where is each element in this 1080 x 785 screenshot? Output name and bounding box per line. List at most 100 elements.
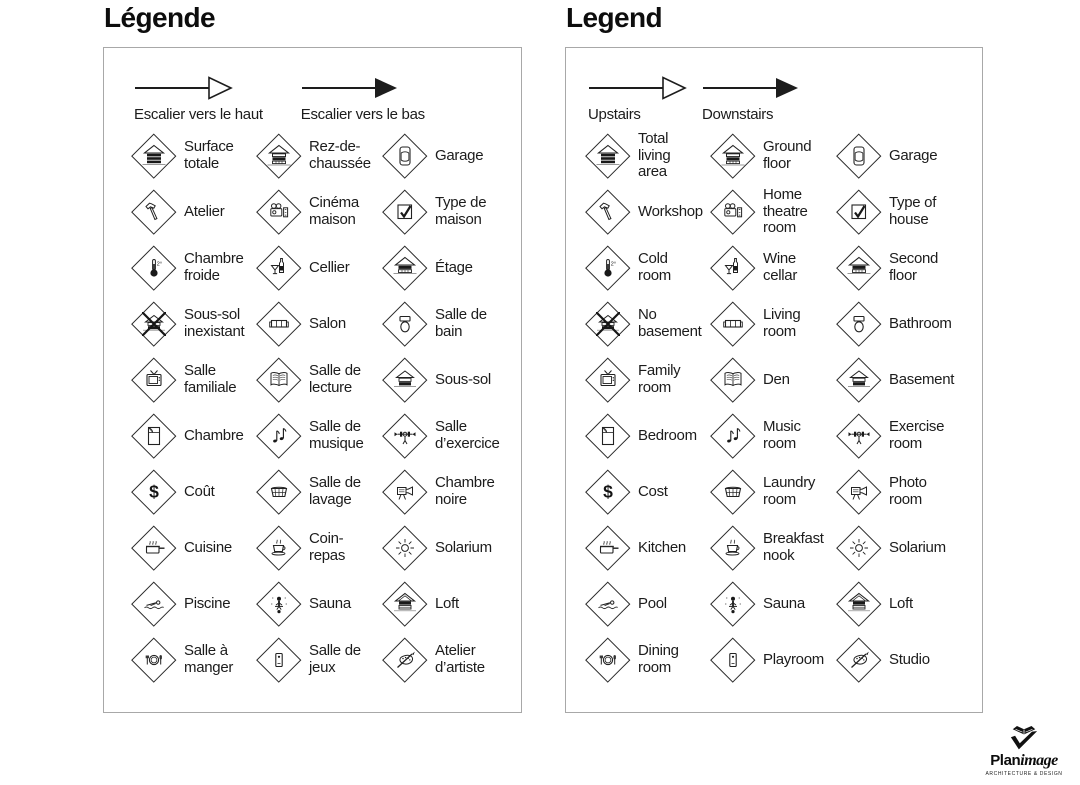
legend-item: Salle de lavage [256,469,382,515]
legend-item: Ground floor [710,133,836,179]
symbol-diamond [256,469,302,515]
legend-item: Home theatre room [710,185,836,237]
symbol-diamond [256,301,302,347]
legend-item-label: Atelier [184,202,225,220]
legend-item-label: Salon [309,314,346,332]
legend-item: Breakfast nook [710,525,836,571]
legend-item: Playroom [710,637,836,683]
legend-item: Sous-sol [382,357,517,403]
basement-icon [847,368,871,392]
legend-item-label: Second floor [889,250,939,284]
symbol-diamond [836,525,882,571]
palette-icon [847,648,871,672]
legend-item: Chambre noire [382,469,517,515]
checkbox-icon [847,200,871,224]
garage-icon [847,144,871,168]
legend-item: Bedroom [585,413,710,459]
legend-item-label: Home theatre room [763,185,808,237]
symbol-diamond [836,189,882,235]
symbol-diamond [256,413,302,459]
tv-icon [596,368,620,392]
symbol-diamond [710,581,756,627]
legend-item: Surface totale [131,133,256,179]
legend-item: Sauna [256,581,382,627]
legend-item: Living room [710,301,836,347]
hammer-icon [142,200,166,224]
symbol-diamond [131,525,177,571]
dining-icon [596,648,620,672]
legend-item: Laundry room [710,469,836,515]
legend-item: Photo room [836,469,978,515]
legend-item-label: Salle de lecture [309,362,361,396]
projector-icon [267,200,291,224]
sofa-icon [267,312,291,336]
music-notes-icon [267,424,291,448]
legend-item-label: Total living area [638,129,671,181]
sauna-icon [721,592,745,616]
legend-item-label: Cold room [638,250,671,284]
legend-item: Type de maison [382,189,517,235]
legend-item-label: Garage [889,146,938,164]
legend-item-label: Salle familiale [184,362,237,396]
legend-item: Workshop [585,189,710,235]
legend-item-label: Living room [763,306,801,340]
legend-item-label: Garage [435,146,484,164]
symbol-diamond [256,525,302,571]
legend-item: Solarium [836,525,978,571]
legend-item: Salle d’exercice [382,413,517,459]
laundry-basket-icon [267,480,291,504]
symbol-diamond [585,245,631,291]
legend-item-label: Sous-sol inexistant [184,306,245,340]
legend-item: Studio [836,637,978,683]
toilet-icon [393,312,417,336]
symbol-diamond [710,525,756,571]
dining-icon [142,648,166,672]
no-basement-icon [596,312,620,336]
brand-italic-text: image [1020,752,1058,769]
legend-item: Salle de lecture [256,357,382,403]
legend-item-label: Salle de bain [435,306,487,340]
legend-item: Sauna [710,581,836,627]
legend-item: Piscine [131,581,256,627]
legend-item: Cuisine [131,525,256,571]
legend-item-label: Family room [638,362,681,396]
planimage-logo: Planimage ARCHITECTURE & DESIGN [976,725,1072,777]
legend-item-label: No basement [638,306,702,340]
symbol-diamond [836,245,882,291]
legend-title-english: Legend [566,2,663,33]
thermometer-icon [596,256,620,280]
camera-icon [393,480,417,504]
symbol-diamond [131,581,177,627]
legend-panel-english: Legend Upstairs Downstairs Total living … [565,0,983,715]
garage-icon [393,144,417,168]
stairs-arrow-group: Escalier vers le bas [300,75,425,123]
symbol-diamond [256,637,302,683]
dollar-icon [142,480,166,504]
symbol-diamond [382,189,428,235]
loft-icon [847,592,871,616]
symbol-diamond [131,301,177,347]
legend-item-label: Chambre noire [435,474,495,508]
legend-item-label: Type de maison [435,194,487,228]
symbol-diamond [256,245,302,291]
ground-floor-icon [721,144,745,168]
tv-icon [142,368,166,392]
symbol-diamond [710,469,756,515]
swimmer-icon [142,592,166,616]
legend-item: Loft [382,581,517,627]
legend-item: Salle familiale [131,357,256,403]
symbol-diamond [131,245,177,291]
legend-item: Atelier [131,189,256,235]
symbol-diamond [131,413,177,459]
legend-item-label: Solarium [889,538,946,556]
legend-item: Pool [585,581,710,627]
legend-item: Rez-de- chaussée [256,133,382,179]
legend-item: Chambre [131,413,256,459]
legend-item-label: Solarium [435,538,492,556]
legend-item-label: Basement [889,370,955,388]
symbol-diamond [836,637,882,683]
symbol-diamond [256,133,302,179]
legend-item-label: Laundry room [763,474,816,508]
symbol-diamond [256,581,302,627]
